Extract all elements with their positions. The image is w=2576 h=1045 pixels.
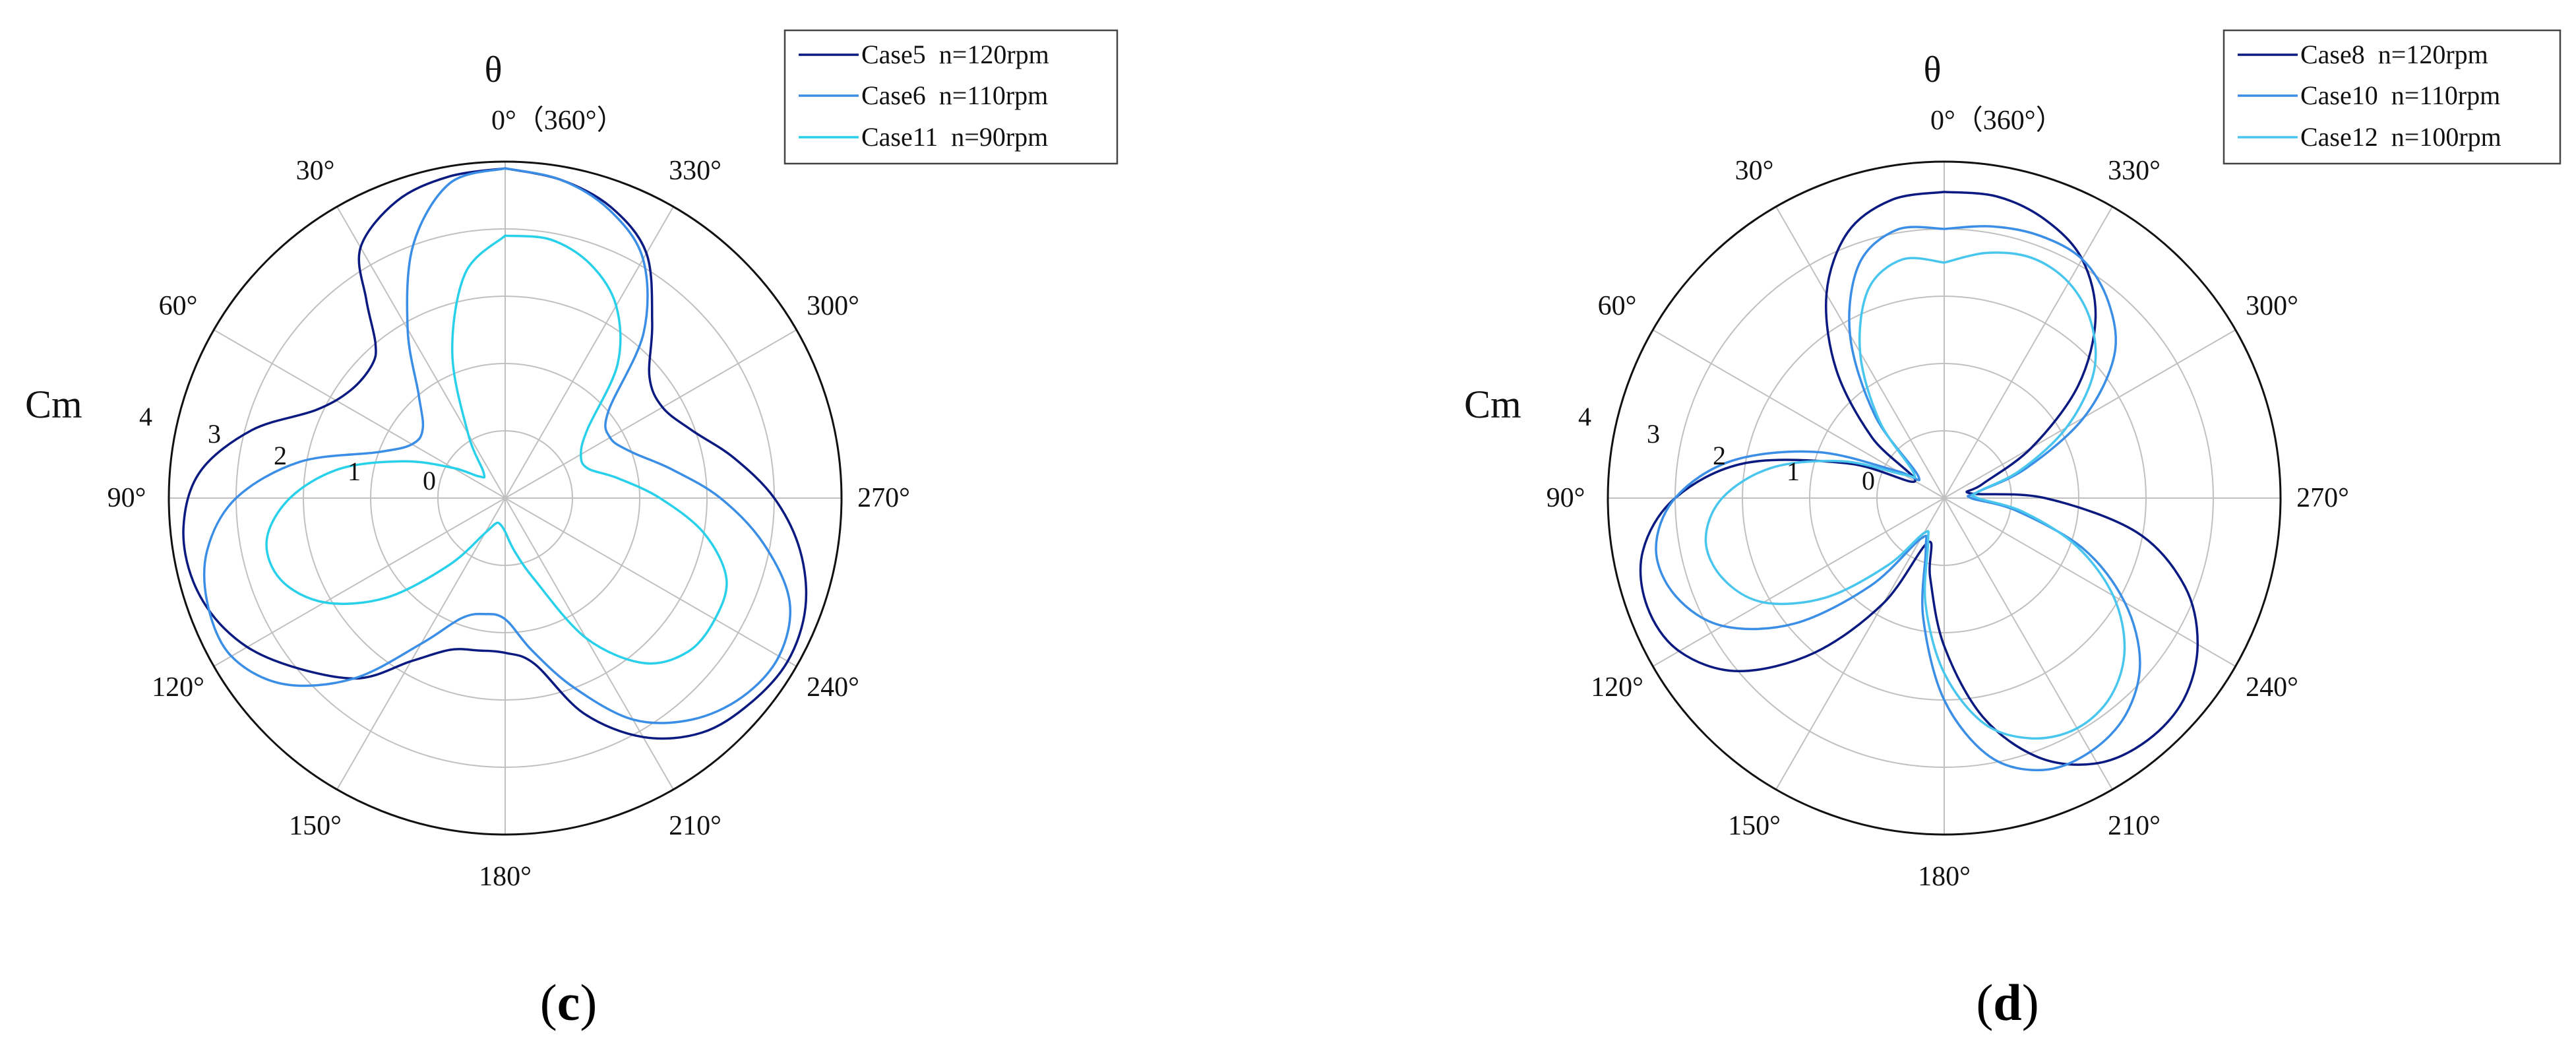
- angle-label-120: 120°: [1591, 672, 1643, 703]
- angle-label-270: 270°: [857, 483, 910, 513]
- angle-label-240: 240°: [807, 672, 859, 703]
- legend-box: [2223, 29, 2561, 165]
- angle-label-240: 240°: [2246, 672, 2298, 703]
- grid-spoke: [505, 497, 797, 667]
- grid-spoke: [505, 497, 674, 790]
- r-tick-3: 3: [208, 419, 221, 449]
- r-tick-1: 1: [1787, 457, 1800, 486]
- theta-title: θ: [485, 49, 503, 90]
- angle-label-120: 120°: [152, 672, 204, 703]
- grid-d: [1608, 162, 2281, 835]
- grid-spoke: [1652, 497, 1945, 667]
- series-line-case10: [1655, 225, 2141, 772]
- r-tick-0: 0: [423, 466, 436, 495]
- r-tick-3: 3: [1647, 419, 1660, 449]
- legend-box: [783, 29, 1119, 165]
- polar-chart-d: θ Cm 0°（360°） 30° 60° 90° 120° 150° 180°…: [1464, 29, 2561, 1031]
- grid-spoke: [1944, 329, 2236, 499]
- legend-label-case10: Case10 n=110rpm: [2300, 80, 2500, 110]
- r-title: Cm: [25, 383, 82, 426]
- angle-label-0: 0°（360°）: [1930, 106, 2064, 136]
- angle-label-90: 90°: [1547, 483, 1585, 513]
- angle-label-150: 150°: [289, 811, 342, 841]
- series-line-case6: [202, 167, 792, 724]
- panel-label-d: (d): [1976, 974, 2039, 1031]
- grid-spoke: [1775, 497, 1945, 790]
- legend-label-case8: Case8 n=120rpm: [2300, 40, 2488, 69]
- legend-label-case12: Case12 n=100rpm: [2300, 122, 2501, 152]
- r-tick-1: 1: [348, 457, 361, 486]
- angle-label-180: 180°: [1918, 862, 1971, 892]
- series-d: [1639, 191, 2199, 772]
- outer-circle: [1607, 160, 2282, 836]
- theta-title: θ: [1924, 49, 1942, 90]
- grid-spoke: [213, 329, 506, 499]
- labels-c: θ Cm 0°（360°） 30° 60° 90° 120° 150° 180°…: [25, 49, 910, 892]
- angle-label-270: 270°: [2296, 483, 2349, 513]
- grid-spoke: [213, 497, 506, 667]
- r-title: Cm: [1464, 383, 1521, 426]
- angle-label-150: 150°: [1728, 811, 1781, 841]
- angle-label-180: 180°: [479, 862, 532, 892]
- r-tick-4: 4: [1578, 402, 1591, 431]
- angle-label-330: 330°: [669, 156, 721, 186]
- r-tick-2: 2: [1713, 441, 1726, 470]
- angle-label-90: 90°: [107, 483, 146, 513]
- legend-c: Case5 n=120rpm Case6 n=110rpm Case11 n=9…: [783, 29, 1119, 165]
- grid-spoke: [505, 206, 674, 499]
- panel-label-open: (: [1976, 974, 1993, 1031]
- series-line-case12: [1704, 251, 2126, 740]
- r-tick-4: 4: [139, 402, 152, 431]
- panel-label-c: (c): [540, 974, 598, 1031]
- panel-label-open: (: [540, 974, 557, 1031]
- labels-d: θ Cm 0°（360°） 30° 60° 90° 120° 150° 180°…: [1464, 49, 2349, 892]
- angle-label-0: 0°（360°）: [491, 106, 625, 136]
- series-c: [182, 167, 808, 740]
- panel-label-letter: d: [1993, 974, 2021, 1031]
- r-tick-2: 2: [274, 441, 287, 470]
- angle-label-300: 300°: [807, 291, 859, 321]
- grid-spoke: [1944, 206, 2113, 499]
- series-line-case11: [265, 234, 728, 665]
- grid-spoke: [336, 206, 506, 499]
- grid-spoke: [505, 329, 797, 499]
- legend-label-case5: Case5 n=120rpm: [861, 40, 1049, 69]
- legend-label-case11: Case11 n=90rpm: [861, 122, 1048, 152]
- series-line-case5: [182, 167, 808, 740]
- angle-label-330: 330°: [2108, 156, 2161, 186]
- grid-spoke: [1944, 497, 2236, 667]
- legend-d: Case8 n=120rpm Case10 n=110rpm Case12 n=…: [2223, 29, 2561, 165]
- panel-label-close: ): [2022, 974, 2039, 1031]
- angle-label-30: 30°: [1735, 156, 1774, 186]
- angle-label-30: 30°: [296, 156, 335, 186]
- angle-label-210: 210°: [2108, 811, 2161, 841]
- angle-label-210: 210°: [669, 811, 721, 841]
- r-tick-0: 0: [1862, 466, 1875, 495]
- series-line-case8: [1639, 191, 2199, 766]
- panel-label-close: ): [580, 974, 597, 1031]
- legend-label-case6: Case6 n=110rpm: [861, 80, 1048, 110]
- angle-label-60: 60°: [1598, 291, 1637, 321]
- angle-label-60: 60°: [159, 291, 198, 321]
- grid-spoke: [1944, 497, 2113, 790]
- panel-label-letter: c: [557, 974, 580, 1031]
- polar-chart-c: θ Cm 0°（360°） 30° 60° 90° 120° 150° 180°…: [25, 29, 1119, 1031]
- angle-label-300: 300°: [2246, 291, 2298, 321]
- outer-circle-c: [168, 160, 843, 836]
- outer-circle: [168, 160, 843, 836]
- outer-circle-d: [1607, 160, 2282, 836]
